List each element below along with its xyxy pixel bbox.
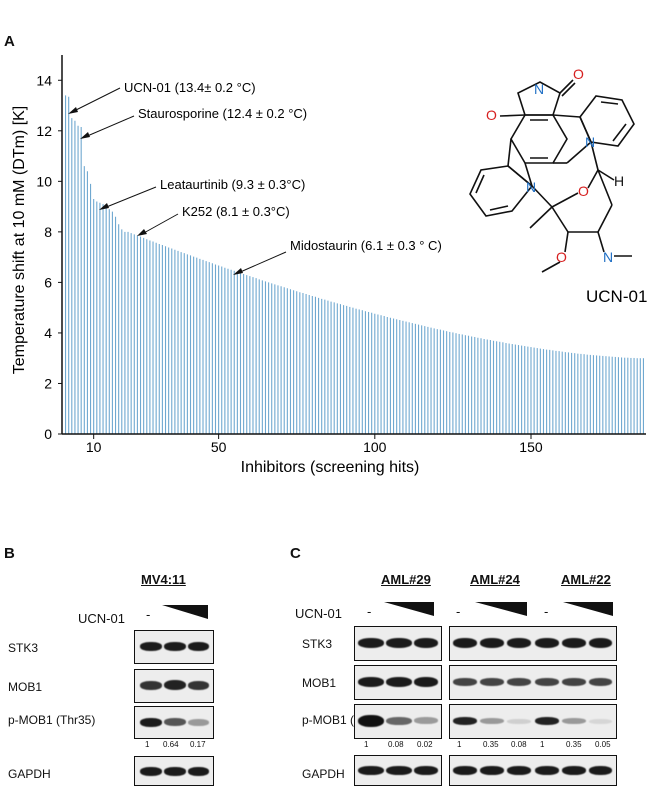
panel-b-treatment-label: UCN-01 xyxy=(78,611,125,626)
blot-b-mob1 xyxy=(134,669,214,703)
quant-c-aml24-2: 0.08 xyxy=(511,740,527,749)
quant-b-1: 0.64 xyxy=(163,740,179,749)
c-row-label-stk3: STK3 xyxy=(302,637,333,651)
annotation-staurosporine: Staurosporine (12.4 ± 0.2 °C) xyxy=(138,106,307,121)
sample-aml29: AML#29 xyxy=(381,572,431,587)
quant-c-aml24-0: 1 xyxy=(457,740,462,749)
annotation-k252: K252 (8.1 ± 0.3°C) xyxy=(182,204,290,219)
quant-c-aml29-0: 1 xyxy=(364,740,369,749)
y-tick-label: 4 xyxy=(44,325,52,341)
panel-a-chart: 0 2 4 6 8 10 12 14 10 50 100 150 Temperature shift… xyxy=(11,55,647,476)
blot-c-aml29-mob1 xyxy=(354,665,442,700)
blot-c-aml29-gapdh xyxy=(354,755,442,786)
panel-c-treatment-label: UCN-01 xyxy=(295,606,342,621)
x-tick-label: 100 xyxy=(363,439,387,455)
cell-line-label: MV4:11 xyxy=(141,572,186,587)
blot-c-aml24-22-mob1 xyxy=(449,665,617,700)
quant-c-aml29-1: 0.08 xyxy=(388,740,404,749)
quant-c-aml29-2: 0.02 xyxy=(417,740,433,749)
atom-n-methylamino: N xyxy=(603,249,613,265)
y-axis-label: Temperature shift at 10 mM (DTm) [K] xyxy=(11,106,28,375)
atom-n-left: N xyxy=(526,179,536,195)
row-label-gapdh: GAPDH xyxy=(8,767,51,781)
atom-o-methoxy: O xyxy=(556,249,567,265)
blot-b-gapdh xyxy=(134,756,214,786)
annotation-leataurtinib: Leataurtinib (9.3 ± 0.3°C) xyxy=(160,177,305,192)
y-tick-label: 10 xyxy=(36,173,52,189)
atom-o-bridge: O xyxy=(578,183,589,199)
row-label-mob1: MOB1 xyxy=(8,680,43,694)
blot-c-aml29-stk3 xyxy=(354,626,442,661)
molecule-name: UCN-01 xyxy=(586,287,647,306)
quant-c-aml22-0: 1 xyxy=(540,740,545,749)
panel-b-minus: - xyxy=(146,607,151,622)
panel-c-letter: C xyxy=(290,545,301,562)
atom-o-carbonyl: O xyxy=(573,66,584,82)
sample-aml24: AML#24 xyxy=(470,572,520,587)
quant-c-aml24-1: 0.35 xyxy=(483,740,499,749)
panel-c-dose-wedge-1 xyxy=(384,602,434,616)
x-axis-label: Inhibitors (screening hits) xyxy=(241,459,420,476)
y-tick-label: 14 xyxy=(36,72,52,88)
panel-c-dose-wedge-3 xyxy=(563,602,613,616)
blot-b-stk3 xyxy=(134,630,214,664)
row-label-stk3: STK3 xyxy=(8,641,39,655)
atom-o-hydroxyl: O xyxy=(486,107,497,123)
blot-c-aml24-22-gapdh xyxy=(449,755,617,786)
y-tick-label: 8 xyxy=(44,224,52,240)
x-tick-label: 150 xyxy=(519,439,543,455)
y-tick-label: 6 xyxy=(44,274,52,290)
panel-c-minus-2: - xyxy=(456,604,461,619)
blot-b-pmob1 xyxy=(134,706,214,739)
atom-h: H xyxy=(614,173,624,189)
atom-n-lactam: N xyxy=(534,81,544,97)
panel-c-minus-1: - xyxy=(367,604,372,619)
quant-c-aml22-1: 0.35 xyxy=(566,740,582,749)
row-label-pmob1: p-MOB1 (Thr35) xyxy=(8,713,96,727)
bar-series xyxy=(65,95,644,434)
y-tick-label: 2 xyxy=(44,375,52,391)
x-tick-label: 50 xyxy=(211,439,227,455)
blot-c-aml29-pmob1 xyxy=(354,704,442,739)
blot-c-aml24-22-pmob1 xyxy=(449,704,617,739)
annotation-ucn01: UCN-01 (13.4± 0.2 °C) xyxy=(124,80,256,95)
ucn01-atom-labels: O N O N N O H O N xyxy=(486,66,624,265)
panel-c-minus-3: - xyxy=(544,604,549,619)
c-row-label-gapdh: GAPDH xyxy=(302,767,345,781)
x-ticks: 10 50 100 150 xyxy=(86,434,543,455)
atom-n-right: N xyxy=(585,134,595,150)
y-tick-label: 0 xyxy=(44,426,52,442)
quant-b-0: 1 xyxy=(145,740,150,749)
blot-c-aml24-22-stk3 xyxy=(449,626,617,661)
c-row-label-mob1: MOB1 xyxy=(302,676,337,690)
quant-b-2: 0.17 xyxy=(190,740,206,749)
quant-c-aml22-2: 0.05 xyxy=(595,740,611,749)
panel-b-letter: B xyxy=(4,545,15,562)
panel-b-dose-wedge xyxy=(162,605,208,619)
annotation-midostaurin: Midostaurin (6.1 ± 0.3 ° C) xyxy=(290,238,442,253)
panel-c-dose-wedge-2 xyxy=(475,602,527,616)
panel-a-letter: A xyxy=(4,33,15,50)
sample-aml22: AML#22 xyxy=(561,572,611,587)
y-ticks: 0 2 4 6 8 10 12 14 xyxy=(36,72,62,442)
x-tick-label: 10 xyxy=(86,439,102,455)
ucn01-structure xyxy=(469,79,635,273)
y-tick-label: 12 xyxy=(36,123,52,139)
